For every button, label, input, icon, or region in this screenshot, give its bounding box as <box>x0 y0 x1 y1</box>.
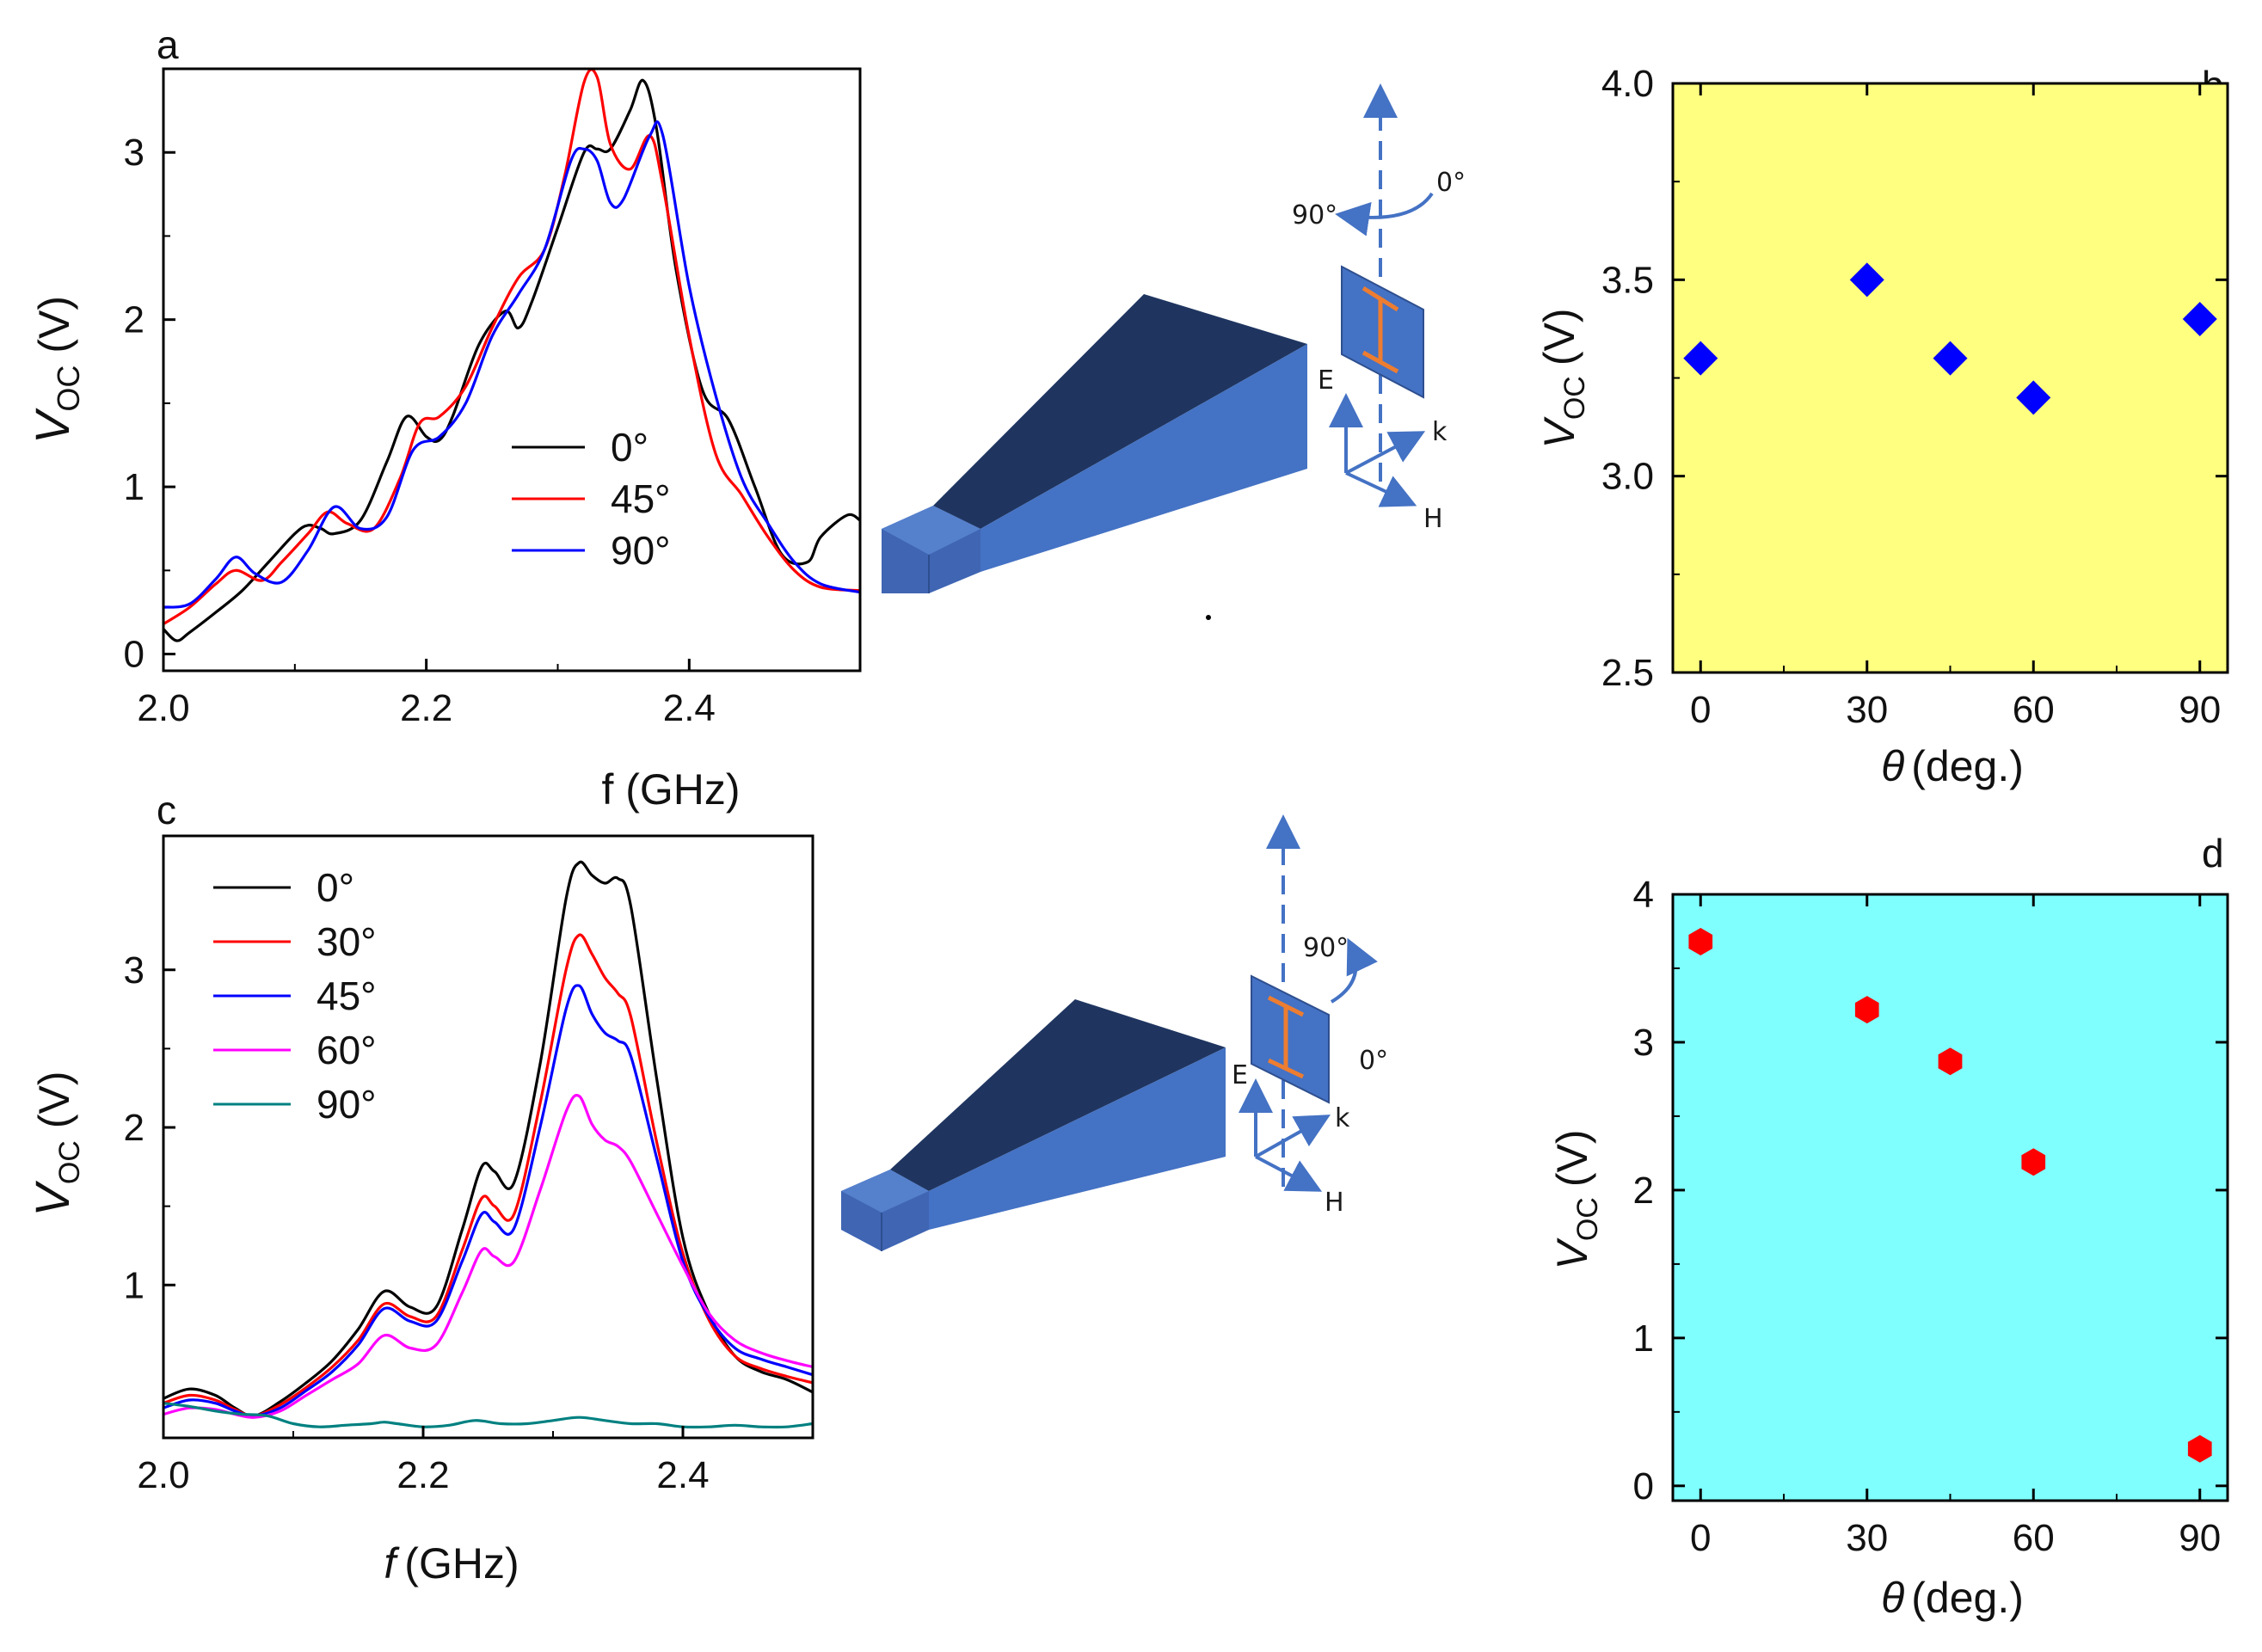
panel-c-xtick-label: 2.2 <box>396 1454 449 1496</box>
panel-d-label: d <box>2202 831 2224 875</box>
panel-a-ytick-label: 0 <box>124 634 144 676</box>
horn-antenna-illustration <box>882 294 1307 620</box>
panel-b-xtick-label: 30 <box>1846 689 1888 731</box>
panel-a-ytick-label: 1 <box>124 466 144 508</box>
horn-antenna-diagram-bottom: 90° 0° E k H <box>841 814 1388 1251</box>
panel-a-xtick-label: 2.4 <box>663 687 716 729</box>
panel-c-ytick-label: 2 <box>124 1107 144 1149</box>
panel-d-chart: d 0 30 60 90 0 1 2 3 4 VOC(V) θ (deg.) <box>1548 831 2229 1622</box>
panel-a-ytick-label: 2 <box>124 299 144 341</box>
panel-a-series-1 <box>163 68 861 625</box>
panel-a-series-0 <box>162 78 861 642</box>
panel-b-point-2 <box>1933 341 1968 376</box>
angle-label-0: 0° <box>1359 1046 1388 1076</box>
horn-antenna-diagram-top: 90° 0° E k H <box>882 83 1466 620</box>
panel-d-xtick-label: 0 <box>1690 1517 1711 1559</box>
legend-c-label-1: 30° <box>317 919 377 964</box>
panel-d-point-0 <box>1688 928 1713 955</box>
panel-d-ytick-label: 3 <box>1633 1022 1654 1064</box>
k-vector-label: k <box>1432 417 1448 447</box>
panel-c-xtick-label: 2.4 <box>656 1454 709 1496</box>
panel-c-series-2 <box>163 984 814 1417</box>
panel-d-point-3 <box>2021 1148 2046 1176</box>
panel-c-plot-area <box>163 836 813 1438</box>
h-field-label: H <box>1423 504 1443 534</box>
panel-d-plot-area <box>1673 894 2228 1501</box>
panel-a-ylabel: VOC(V) <box>25 296 86 444</box>
panel-c-series-3 <box>163 1094 814 1419</box>
panel-a-xlabel: f (GHz) <box>601 765 740 814</box>
panel-c-series-1 <box>163 933 814 1417</box>
panel-d-xlabel: θ (deg.) <box>1881 1574 2024 1622</box>
panel-b-point-1 <box>1849 262 1884 298</box>
panel-d-ylabel: VOC(V) <box>1548 1129 1604 1269</box>
panel-a-ytick-label: 3 <box>124 132 144 174</box>
panel-c-series-4 <box>163 1402 814 1429</box>
panel-b-xtick-label: 90 <box>2179 689 2221 731</box>
angle-label-90: 90° <box>1292 200 1337 230</box>
panel-d-ytick-label: 2 <box>1633 1170 1654 1212</box>
legend-a-label-1: 45° <box>611 476 671 521</box>
panel-b-plot-area <box>1673 83 2228 672</box>
panel-c-chart: c 2.0 2.2 2.4 1 2 3 VOC(V) f (GHz) 0° 30° 45° … <box>25 788 814 1588</box>
panel-a-chart: a 2.0 2.2 2.4 0 1 2 3 VOC(V) f (GHz) 0° 45° 90… <box>25 22 862 814</box>
panel-c-legend: 0° 30° 45° 60° 90° <box>213 865 377 1127</box>
panel-d-ytick-label: 1 <box>1633 1317 1654 1360</box>
panel-c-ytick-label: 3 <box>124 949 144 992</box>
panel-c-frame <box>162 834 814 1440</box>
panel-d-point-4 <box>2187 1434 2212 1463</box>
receiving-antenna-element <box>1341 265 1424 399</box>
panel-c-ylabel: VOC(V) <box>25 1071 86 1216</box>
panel-d-xtick-label: 60 <box>2013 1517 2055 1559</box>
panel-b-ytick-label: 2.5 <box>1601 652 1654 694</box>
panel-a-frame <box>162 67 862 672</box>
panel-d-point-2 <box>1938 1047 1963 1076</box>
panel-b-xtick-label: 0 <box>1690 689 1711 731</box>
panel-b-ylabel: VOC(V) <box>1535 308 1591 448</box>
legend-a-label-0: 0° <box>611 425 648 470</box>
legend-a-label-2: 90° <box>611 528 671 573</box>
angle-label-0: 0° <box>1436 168 1466 198</box>
panel-a-plot-area <box>163 69 860 671</box>
panel-d-xtick-label: 30 <box>1846 1517 1888 1559</box>
legend-c-label-3: 60° <box>317 1028 377 1072</box>
panel-d-xtick-label: 90 <box>2179 1517 2221 1559</box>
panel-a-legend: 0° 45° 90° <box>512 425 671 573</box>
field-vectors: E k H <box>1318 365 1448 534</box>
panel-c-xlabel: f (GHz) <box>384 1539 519 1588</box>
panel-a-xtick-label: 2.2 <box>400 687 452 729</box>
panel-a-xtick-label: 2.0 <box>137 687 189 729</box>
panel-b-xtick-label: 60 <box>2013 689 2055 731</box>
panel-d-ytick-label: 4 <box>1633 874 1654 916</box>
e-field-label: E <box>1318 365 1334 396</box>
panel-c-xtick-label: 2.0 <box>137 1454 189 1496</box>
rotation-axis: 90° 0° <box>1292 83 1466 482</box>
panel-d-point-1 <box>1854 996 1879 1024</box>
panel-c-ytick-label: 1 <box>124 1264 144 1306</box>
panel-b-xlabel: θ (deg.) <box>1881 742 2024 790</box>
e-field-label: E <box>1232 1060 1248 1090</box>
angle-label-90: 90° <box>1303 933 1349 963</box>
legend-c-label-2: 45° <box>317 973 377 1018</box>
panel-b-ytick-label: 3.5 <box>1601 259 1654 301</box>
legend-c-label-0: 0° <box>317 865 354 910</box>
panel-a-label: a <box>157 22 179 67</box>
h-field-label: H <box>1325 1188 1344 1218</box>
panel-c-label: c <box>157 788 176 832</box>
panel-b-ytick-label: 4.0 <box>1601 63 1654 105</box>
panel-b-ytick-label: 3.0 <box>1601 456 1654 498</box>
panel-c-series-0 <box>163 860 814 1418</box>
k-vector-label: k <box>1335 1103 1350 1133</box>
horn-antenna-illustration <box>841 999 1226 1251</box>
panel-d-ytick-label: 0 <box>1633 1465 1654 1508</box>
receiving-antenna-element <box>1251 974 1330 1104</box>
panel-b-point-4 <box>2182 302 2217 336</box>
legend-c-label-4: 90° <box>317 1082 377 1127</box>
field-vectors: E k H <box>1232 1060 1350 1218</box>
panel-b-point-0 <box>1683 341 1718 376</box>
panel-b-point-3 <box>2016 380 2051 415</box>
panel-a-series-2 <box>163 120 861 609</box>
